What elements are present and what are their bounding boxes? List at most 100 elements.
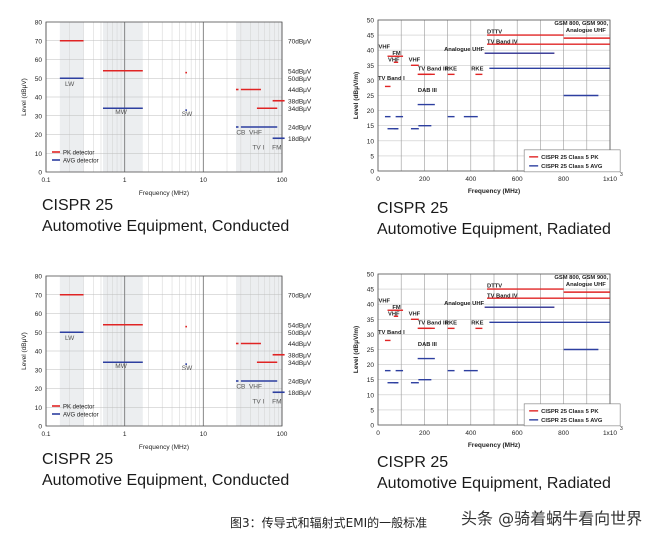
y-tick-label: 30 bbox=[35, 113, 43, 120]
x-tick-label: 100 bbox=[277, 177, 288, 184]
band-label: VHF bbox=[249, 384, 262, 391]
plot-frame bbox=[377, 273, 611, 426]
band-label: DTTV bbox=[487, 29, 502, 35]
y-tick-label: 50 bbox=[35, 76, 43, 83]
y-axis-label: Level (dBμV) bbox=[21, 332, 28, 370]
band-label: TV Band IV bbox=[487, 293, 518, 299]
x-tick-label: 0.1 bbox=[41, 431, 50, 438]
x-tick-label: 1x10 bbox=[603, 176, 617, 183]
x-tick-label: 200 bbox=[419, 176, 430, 183]
band-label: VHF bbox=[378, 299, 390, 305]
level-label: 38dBμV bbox=[288, 352, 312, 359]
chart-title: CISPR 25 bbox=[42, 197, 114, 214]
band-label: FM bbox=[272, 145, 281, 152]
y-axis-label: Level (dBμV) bbox=[21, 78, 28, 116]
plot-frame bbox=[45, 21, 283, 173]
band-label: TV Band IV bbox=[487, 39, 518, 45]
band-label: GSM 800, GSM 900, bbox=[554, 275, 608, 281]
y-tick-label: 30 bbox=[367, 78, 375, 85]
x-tick-label: 600 bbox=[512, 430, 523, 437]
legend-label: AVG detector bbox=[63, 412, 99, 418]
level-label: 34dBμV bbox=[288, 360, 312, 367]
band-label: TV I bbox=[252, 399, 264, 406]
chart-panel-radiated: 0 5 10 15 20 25 30 35 40 45 50 0 200 400 600 800 1x10 3 TV… bbox=[330, 262, 660, 517]
x-tick-label: 400 bbox=[465, 430, 476, 437]
band-label: LW bbox=[65, 81, 75, 88]
chart-panel-conducted: 0 10 20 30 40 50 60 70 80 0.1 1 10 100 LW MW SW CB VHF TV … bbox=[4, 262, 334, 517]
band-label: FM bbox=[392, 51, 401, 57]
level-label: 44dBμV bbox=[288, 341, 312, 348]
x-axis-label: Frequency (MHz) bbox=[468, 442, 520, 449]
x-tick-label: 200 bbox=[419, 430, 430, 437]
band-label: SW bbox=[182, 365, 193, 372]
plot-frame bbox=[377, 19, 611, 172]
legend-label: CISPR 25 Class 5 PK bbox=[541, 155, 599, 161]
band-label: LW bbox=[65, 335, 75, 342]
x-tick-label: 800 bbox=[558, 430, 569, 437]
band-label: Analogue UHF bbox=[444, 47, 484, 53]
legend-label: AVG detector bbox=[63, 158, 99, 164]
band-label: Analogue UHF bbox=[444, 301, 484, 307]
legend-box bbox=[523, 403, 621, 427]
chart-title: CISPR 25 bbox=[377, 200, 449, 217]
y-tick-label: 15 bbox=[367, 377, 375, 384]
y-tick-label: 50 bbox=[367, 272, 375, 279]
y-tick-label: 0 bbox=[38, 170, 42, 177]
band-label: VHF bbox=[409, 312, 421, 318]
y-tick-label: 5 bbox=[370, 153, 374, 160]
band-label: Analogue UHF bbox=[566, 28, 606, 34]
band-label: MW bbox=[115, 363, 127, 370]
x-tick-label: 10 bbox=[200, 431, 208, 438]
band-label: VHF bbox=[249, 130, 262, 137]
legend-label: CISPR 25 Class 5 AVG bbox=[541, 164, 603, 170]
y-axis-label: Level (dBμV/m) bbox=[353, 72, 360, 119]
band-label: VHF bbox=[388, 58, 400, 64]
y-tick-label: 50 bbox=[367, 18, 375, 25]
y-tick-label: 30 bbox=[367, 332, 375, 339]
band-label: CB bbox=[236, 130, 245, 137]
y-tick-label: 25 bbox=[367, 93, 375, 100]
band-label: FM bbox=[392, 305, 401, 311]
band-label: RKE bbox=[445, 320, 457, 326]
band-label: VHF bbox=[409, 58, 421, 64]
y-tick-label: 60 bbox=[35, 311, 43, 318]
y-tick-label: 25 bbox=[367, 347, 375, 354]
y-tick-label: 60 bbox=[35, 57, 43, 64]
band-label: TV Band I bbox=[378, 330, 405, 336]
y-tick-label: 20 bbox=[35, 132, 43, 139]
y-tick-label: 0 bbox=[370, 169, 374, 176]
y-tick-label: 35 bbox=[367, 63, 375, 70]
band-label: DTTV bbox=[487, 283, 502, 289]
y-tick-label: 35 bbox=[367, 317, 375, 324]
figure-caption: 图3：传导式和辐射式EMI的一般标准 bbox=[230, 516, 428, 530]
band-label: VHF bbox=[388, 312, 400, 318]
plot-frame bbox=[45, 275, 283, 427]
legend-label: CISPR 25 Class 5 AVG bbox=[541, 418, 603, 424]
x-axis-label: Frequency (MHz) bbox=[468, 188, 520, 195]
x-tick-label: 600 bbox=[512, 176, 523, 183]
x-tick-label: 100 bbox=[277, 431, 288, 438]
x-multiplier-exponent: 3 bbox=[620, 426, 623, 432]
level-label: 44dBμV bbox=[288, 87, 312, 94]
level-label: 34dBμV bbox=[288, 106, 312, 113]
band-label: TV I bbox=[252, 145, 264, 152]
x-tick-label: 0.1 bbox=[41, 177, 50, 184]
band-label: CB bbox=[236, 384, 245, 391]
x-tick-label: 0 bbox=[376, 176, 380, 183]
legend-box bbox=[523, 149, 621, 173]
band-label: SW bbox=[182, 111, 193, 118]
x-axis-label: Frequency (MHz) bbox=[139, 444, 189, 451]
y-tick-label: 0 bbox=[370, 423, 374, 430]
level-label: 54dBμV bbox=[288, 68, 312, 75]
y-tick-label: 5 bbox=[370, 407, 374, 414]
band-label: DAB III bbox=[418, 342, 437, 348]
band-label: TV Band I bbox=[378, 76, 405, 82]
level-label: 54dBμV bbox=[288, 322, 312, 329]
x-tick-label: 0 bbox=[376, 430, 380, 437]
x-multiplier-exponent: 3 bbox=[620, 172, 623, 178]
legend-label: PK detector bbox=[63, 404, 94, 410]
band-label: RKE bbox=[471, 66, 483, 72]
y-tick-label: 40 bbox=[35, 349, 43, 356]
y-tick-label: 40 bbox=[367, 48, 375, 55]
